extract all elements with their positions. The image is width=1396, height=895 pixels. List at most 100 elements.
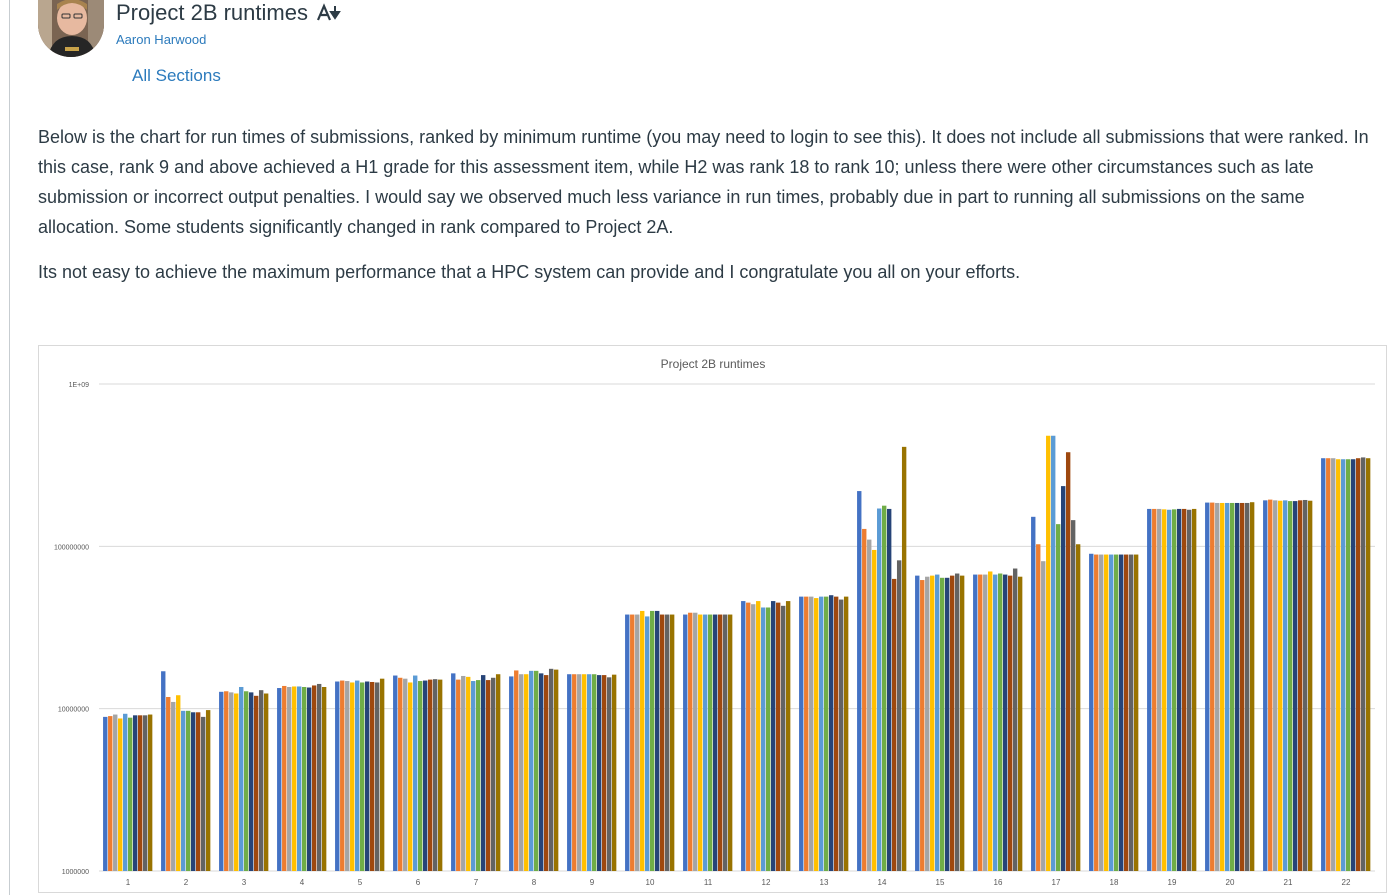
chart-bar: [161, 671, 166, 871]
chart-bar: [780, 605, 786, 871]
chart-bar: [432, 679, 438, 871]
chart-bar: [799, 596, 804, 871]
chart-bar: [993, 574, 998, 871]
chart-bar: [297, 686, 302, 871]
chart-bar: [393, 675, 398, 871]
chart-bar: [1326, 458, 1331, 871]
chart-bar: [819, 596, 824, 871]
chart-bar: [1360, 457, 1366, 871]
x-tick-label: 9: [590, 878, 595, 887]
chart-bar: [901, 446, 907, 871]
author-link[interactable]: Aaron Harwood: [116, 32, 207, 47]
x-tick-label: 5: [358, 878, 363, 887]
all-sections-link[interactable]: All Sections: [132, 66, 221, 85]
chart-title: Project 2B runtimes: [661, 357, 766, 371]
content-left-border: [9, 0, 10, 895]
chart-bar: [1147, 508, 1152, 871]
chart-bar: [669, 614, 675, 871]
chart-bar: [128, 717, 133, 871]
chart-bar: [688, 612, 693, 871]
chart-bar: [205, 710, 211, 871]
chart-bar: [1017, 576, 1023, 871]
chart-bar: [959, 575, 965, 871]
x-tick-label: 22: [1342, 878, 1351, 887]
chart-bar: [592, 674, 597, 871]
chart-bar: [1263, 500, 1268, 871]
chart-bar: [186, 710, 191, 871]
y-tick-label: 100000000: [54, 544, 89, 551]
chart-bar: [872, 549, 877, 871]
x-tick-label: 10: [646, 878, 655, 887]
chart-bar: [1128, 554, 1134, 871]
chart-bar: [1176, 508, 1182, 871]
chart-bar: [345, 681, 350, 871]
chart-bar: [200, 716, 206, 871]
immersive-reader-icon[interactable]: [316, 3, 342, 23]
x-tick-label: 15: [936, 878, 945, 887]
chart-bar: [1355, 458, 1361, 871]
chart-bar: [1268, 499, 1273, 871]
chart-bar: [1225, 502, 1230, 871]
chart-bar: [553, 669, 559, 871]
chart-bar: [374, 682, 380, 871]
chart-bar: [306, 687, 312, 871]
chart-bar: [340, 680, 345, 871]
chart-bar: [1123, 554, 1129, 871]
chart-bar: [408, 682, 413, 871]
chart-bar: [814, 598, 819, 871]
chart-bar: [137, 715, 143, 871]
chart-bar: [659, 614, 665, 871]
chart-bar: [538, 673, 544, 871]
chart-bar: [1114, 554, 1119, 871]
chart-bar: [1234, 502, 1240, 871]
chart-bar: [1210, 502, 1215, 871]
chart-bar: [838, 599, 844, 871]
chart-bar: [1273, 500, 1278, 871]
chart-bar: [954, 573, 960, 871]
chart-bar: [244, 691, 249, 871]
chart-bar: [480, 675, 486, 871]
chart-bar: [988, 571, 993, 871]
chart-bar: [722, 614, 728, 871]
chart-bar: [930, 575, 935, 871]
chart-bar: [1244, 502, 1250, 871]
chart-bar: [1297, 500, 1303, 871]
chart-bar: [142, 715, 148, 871]
chart-bar: [630, 614, 635, 871]
chart-bar: [1007, 575, 1013, 871]
chart-bar: [664, 614, 670, 871]
chart-bar: [485, 680, 491, 871]
chart-bar: [717, 614, 723, 871]
chart-bar: [683, 614, 688, 871]
chart-canvas: Project 2B runtimes 1E+09 100000000 100000…: [54, 357, 1375, 887]
user-avatar[interactable]: [38, 0, 104, 57]
chart-bar: [804, 596, 809, 871]
x-tick-label: 20: [1226, 878, 1235, 887]
chart-bar: [756, 601, 761, 871]
chart-bar: [915, 575, 920, 871]
chart-bar: [413, 675, 418, 871]
chart-bar: [369, 681, 375, 871]
chart-bar: [596, 675, 602, 871]
chart-bar: [998, 573, 1003, 871]
chart-bar: [1046, 435, 1051, 871]
chart-bar: [940, 577, 945, 871]
chart-bar: [103, 716, 108, 871]
chart-bar: [1331, 458, 1336, 871]
chart-bar: [983, 574, 988, 871]
chart-bar: [418, 681, 423, 871]
chart-bar: [582, 674, 587, 871]
chart-bar: [514, 670, 519, 871]
chart-bar: [248, 692, 254, 871]
chart-bar: [355, 680, 360, 871]
chart-bar: [1167, 509, 1172, 871]
chart-bar: [1249, 502, 1255, 871]
chart-bar: [698, 614, 703, 871]
chart-bar: [495, 674, 501, 871]
y-tick-label: 1000000: [62, 869, 89, 876]
chart-bar: [635, 614, 640, 871]
chart-bar: [1157, 508, 1162, 871]
x-tick-label: 19: [1168, 878, 1177, 887]
x-tick-label: 18: [1110, 878, 1119, 887]
chart-bar: [398, 677, 403, 871]
